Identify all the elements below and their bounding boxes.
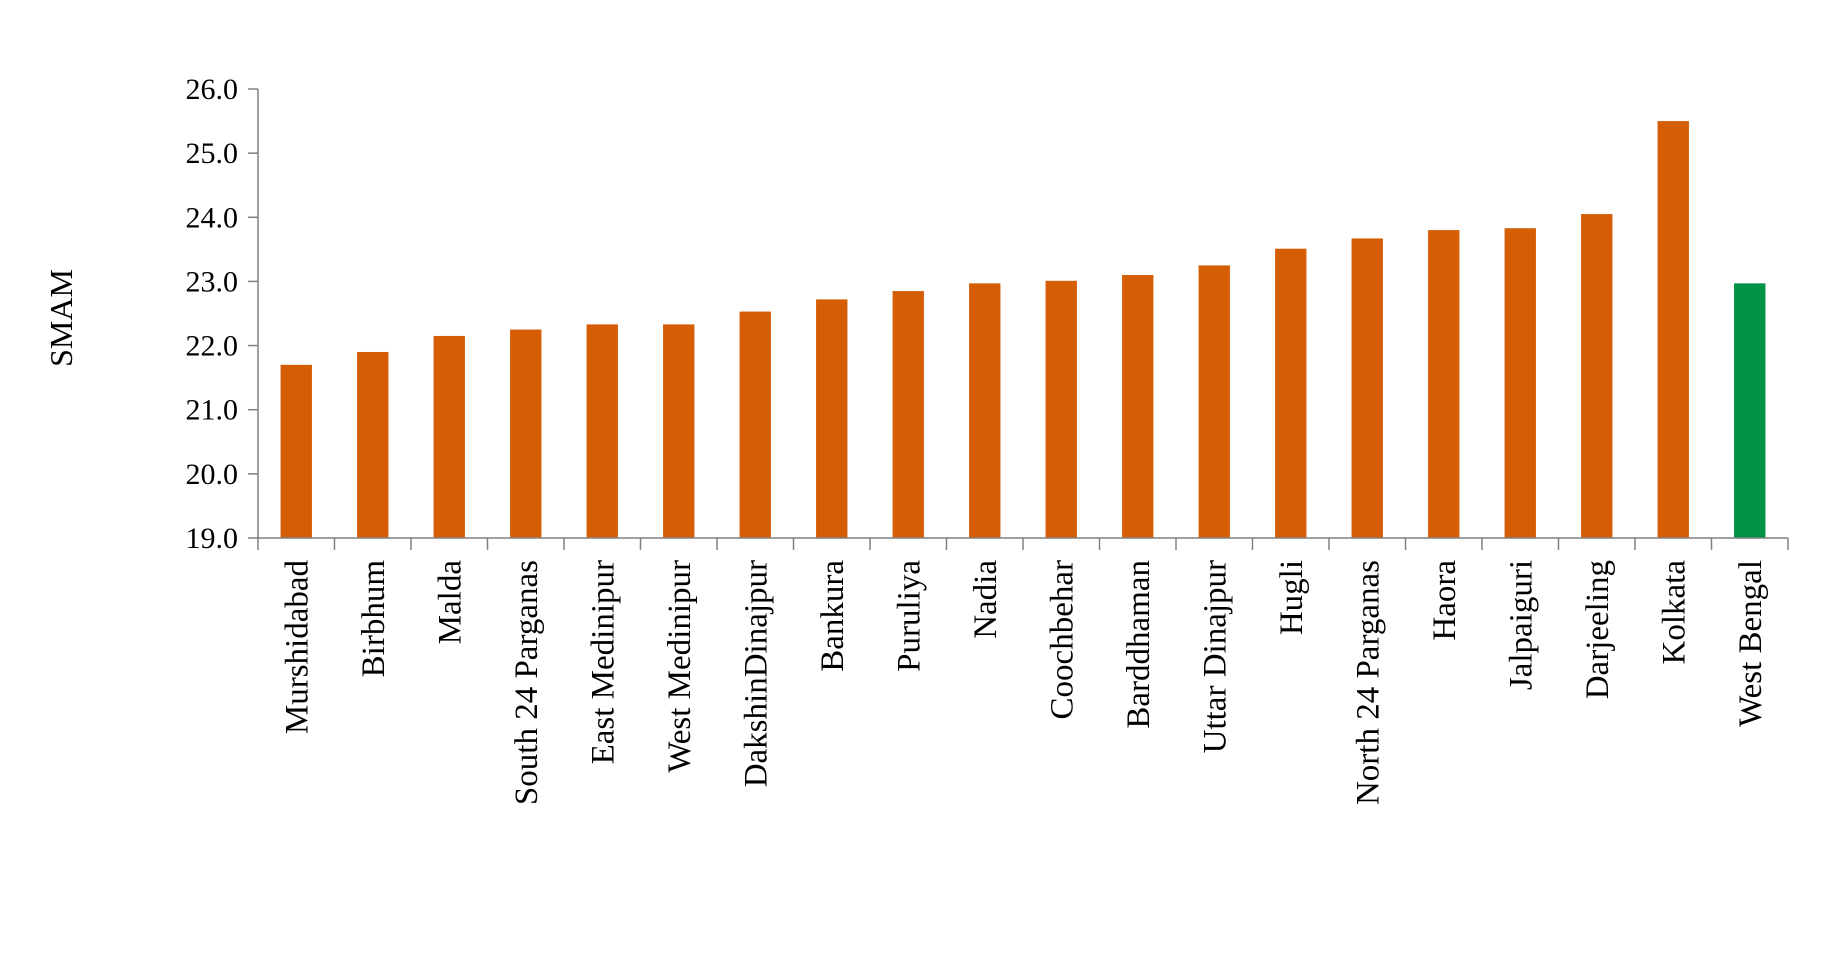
bars	[280, 121, 1766, 539]
y-tick-label: 25.0	[186, 137, 239, 170]
bar-west-bengal	[1734, 283, 1766, 538]
x-category-label: South 24 Parganas	[509, 560, 545, 805]
bar-birbhum	[357, 351, 389, 538]
bar-nadia	[969, 283, 1001, 538]
bar-dakshindinajpur	[739, 311, 771, 538]
x-category-label: Malda	[432, 560, 468, 645]
bar-west-medinipur	[663, 324, 695, 538]
x-category-label: Uttar Dinajpur	[1197, 560, 1233, 753]
bar-hugli	[1275, 248, 1307, 539]
x-category-label: Darjeeling	[1580, 560, 1616, 699]
bar-bankura	[816, 299, 848, 538]
bar-coochbehar	[1045, 280, 1077, 538]
x-category-label: Haora	[1427, 560, 1463, 641]
x-category-label: DakshinDinajpur	[738, 560, 774, 787]
y-tick-label: 24.0	[186, 201, 239, 234]
x-category-label: West Bengal	[1733, 560, 1769, 727]
y-tick-label: 19.0	[186, 522, 239, 555]
x-category-label: Hugli	[1274, 560, 1310, 635]
x-axis-labels: Murshidabad Birbhum Malda South 24 Parganas…	[279, 560, 1769, 806]
bar-barddhaman	[1122, 275, 1154, 538]
x-category-label: Nadia	[968, 560, 1004, 639]
y-axis-title: SMAM	[43, 269, 79, 367]
x-axis	[257, 537, 1789, 550]
bar-jalpaiguri	[1504, 228, 1536, 538]
bar-haora	[1428, 230, 1460, 538]
y-tick-label: 23.0	[186, 265, 239, 298]
x-category-label: Bankura	[815, 560, 851, 672]
x-category-label: Kolkata	[1656, 560, 1692, 665]
y-tick-label: 26.0	[186, 73, 239, 106]
x-category-label: North 24 Parganas	[1350, 560, 1386, 805]
y-axis: 19.0 20.0 21.0 22.0 23.0 24.0 25.0 26.0	[186, 73, 259, 555]
x-category-label: Jalpaiguri	[1503, 560, 1539, 690]
x-category-label: Coochbehar	[1044, 560, 1080, 719]
x-category-label: Barddhaman	[1121, 560, 1157, 729]
y-tick-label: 20.0	[186, 458, 239, 491]
x-category-label: East Medinipur	[585, 560, 621, 764]
x-category-label: Puruliya	[891, 560, 927, 672]
bar-darjeeling	[1581, 214, 1613, 539]
bar-puruliya	[892, 291, 924, 538]
x-category-label: Murshidabad	[279, 560, 315, 735]
x-category-label: West Medinipur	[662, 560, 698, 773]
bar-uttar-dinajpur	[1198, 265, 1230, 538]
bar-murshidabad	[280, 364, 312, 538]
bar-east-medinipur	[586, 324, 618, 538]
bar-north-24-parganas	[1351, 238, 1383, 538]
bar-south-24-parganas	[510, 329, 542, 538]
y-tick-label: 21.0	[186, 394, 239, 427]
bar-malda	[433, 335, 465, 538]
x-category-label: Birbhum	[356, 560, 392, 678]
bar-kolkata	[1657, 121, 1689, 539]
y-tick-label: 22.0	[186, 330, 239, 363]
